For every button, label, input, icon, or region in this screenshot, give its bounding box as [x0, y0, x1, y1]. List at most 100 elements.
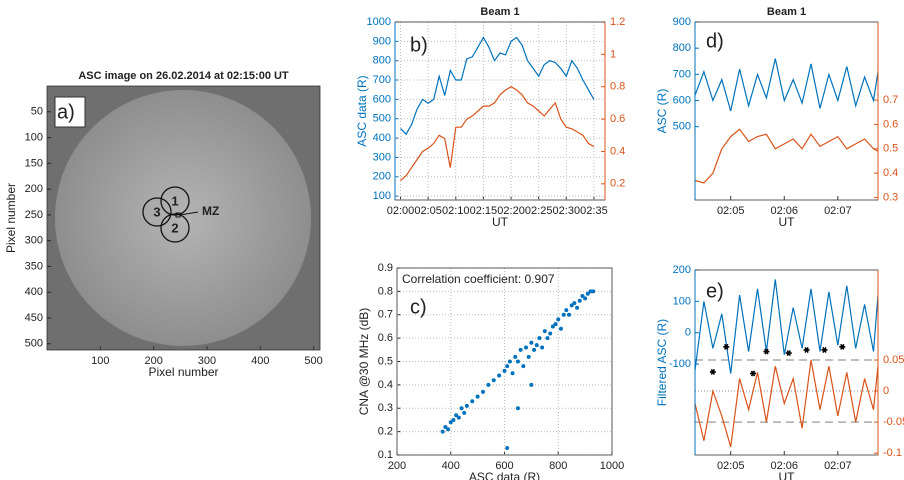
scatter-point — [569, 303, 574, 308]
y-tick-label: 300 — [25, 235, 43, 247]
scatter-point — [567, 312, 571, 317]
mz-pointer — [179, 211, 199, 216]
beam-label: 2 — [171, 220, 178, 235]
y2-tick-label: 0.4 — [610, 145, 625, 157]
scatter-point — [515, 359, 520, 364]
y-tick-label: 0.5 — [378, 355, 393, 367]
x-tick-label: 02:07 — [824, 205, 852, 217]
scatter-point — [537, 336, 542, 341]
y-tick-label: 400 — [373, 132, 391, 144]
x-tick-label: 800 — [549, 460, 567, 472]
y-tick-label: 50 — [31, 106, 43, 118]
scatter-point — [507, 359, 512, 364]
y-axis-label: Filtered ASC (R) — [655, 319, 669, 406]
y-tick-label: 800 — [373, 55, 391, 67]
scatter-point — [585, 291, 590, 296]
panel-label: a) — [57, 101, 75, 123]
x-tick-label: 02:05 — [717, 205, 745, 217]
scatter-point — [521, 364, 526, 369]
scatter-point — [515, 406, 520, 411]
scatter-point — [497, 373, 502, 378]
panel-label: e) — [706, 280, 724, 302]
y-tick-label: 0.2 — [378, 426, 393, 438]
x-tick-label: 100 — [91, 355, 109, 367]
y-tick-label: 1000 — [367, 16, 391, 28]
scatter-point — [572, 301, 577, 306]
series-line — [400, 36, 595, 136]
beam-label: 1 — [171, 193, 178, 208]
y-tick-label: 450 — [25, 312, 43, 324]
mz-label: MZ — [202, 204, 219, 218]
x-axis-label: UT — [492, 215, 509, 229]
x-tick-label: 300 — [198, 355, 216, 367]
scatter-point — [513, 354, 518, 359]
x-tick-label: 02:05 — [717, 460, 745, 472]
y-tick-label: 100 — [673, 295, 691, 307]
y-tick-label: 0.4 — [378, 379, 393, 391]
scatter-point — [456, 415, 461, 420]
series-line — [400, 86, 595, 182]
scatter-point — [505, 445, 510, 450]
x-tick-label: 400 — [442, 460, 460, 472]
y-tick-label: 0.3 — [378, 402, 393, 414]
scatter-point — [505, 364, 510, 369]
scatter-point — [475, 394, 480, 399]
x-axis-label: UT — [779, 215, 796, 229]
x-tick-label: 02:00 — [387, 205, 415, 217]
y-tick-label: 500 — [673, 121, 691, 133]
y2-tick-label: 0.6 — [610, 113, 625, 125]
scatter-point — [462, 410, 467, 415]
scatter-point — [529, 382, 534, 387]
chart-title: Beam 1 — [480, 6, 519, 18]
beam-circle — [142, 197, 172, 227]
scatter-point — [454, 413, 459, 418]
plot-frame — [396, 267, 613, 456]
y-tick-label: 0.8 — [378, 285, 393, 297]
x-tick-label: 400 — [251, 355, 269, 367]
annotation: Correlation coefficient: 0.907 — [402, 272, 555, 286]
scatter-point — [532, 347, 537, 352]
scatter-point — [558, 326, 563, 331]
y-tick-label: 400 — [25, 286, 43, 298]
y-tick-label: 150 — [25, 157, 43, 169]
x-tick-label: 02:35 — [580, 205, 608, 217]
y2-tick-label: 1.2 — [610, 16, 625, 28]
minimum-marker — [723, 343, 730, 350]
y-tick-label: 200 — [373, 171, 391, 183]
y-tick-label: 0 — [685, 327, 691, 339]
y-axis-label: CNA @30 MHz (dB) — [357, 308, 371, 416]
plot-frame — [46, 85, 321, 351]
panel-label: d) — [706, 30, 724, 52]
scatter-point — [459, 406, 464, 411]
y2-tick-label: -0.1 — [883, 447, 902, 459]
y-tick-label: 700 — [373, 74, 391, 86]
y-tick-label: -100 — [669, 358, 691, 370]
x-tick-label: 02:06 — [771, 205, 799, 217]
x-tick-label: 02:20 — [497, 205, 525, 217]
sky-disk — [55, 90, 311, 346]
scatter-point — [510, 371, 515, 376]
scatter-point — [486, 382, 491, 387]
x-tick-label: 600 — [495, 460, 513, 472]
y2-tick-label: 1 — [610, 48, 616, 60]
y-tick-label: 200 — [25, 183, 43, 195]
panel-label: b) — [410, 34, 428, 56]
scatter-point — [529, 340, 534, 345]
y-tick-label: 200 — [673, 264, 691, 276]
scatter-point — [556, 317, 561, 322]
scatter-point — [524, 345, 528, 350]
scatter-point — [553, 322, 558, 327]
x-axis-label: Pixel number — [148, 365, 218, 379]
scatter-point — [545, 336, 550, 341]
y2-tick-label: 0.2 — [610, 178, 625, 190]
scatter-point — [448, 420, 453, 425]
scatter-point — [542, 329, 547, 334]
scatter-point — [548, 331, 553, 336]
scatter-point — [577, 298, 582, 303]
beam-label: 3 — [153, 204, 160, 219]
scatter-point — [526, 354, 531, 359]
y-tick-label: 0.7 — [378, 309, 393, 321]
scatter-point — [561, 312, 566, 317]
x-axis-label: ASC data (R) — [469, 470, 540, 480]
